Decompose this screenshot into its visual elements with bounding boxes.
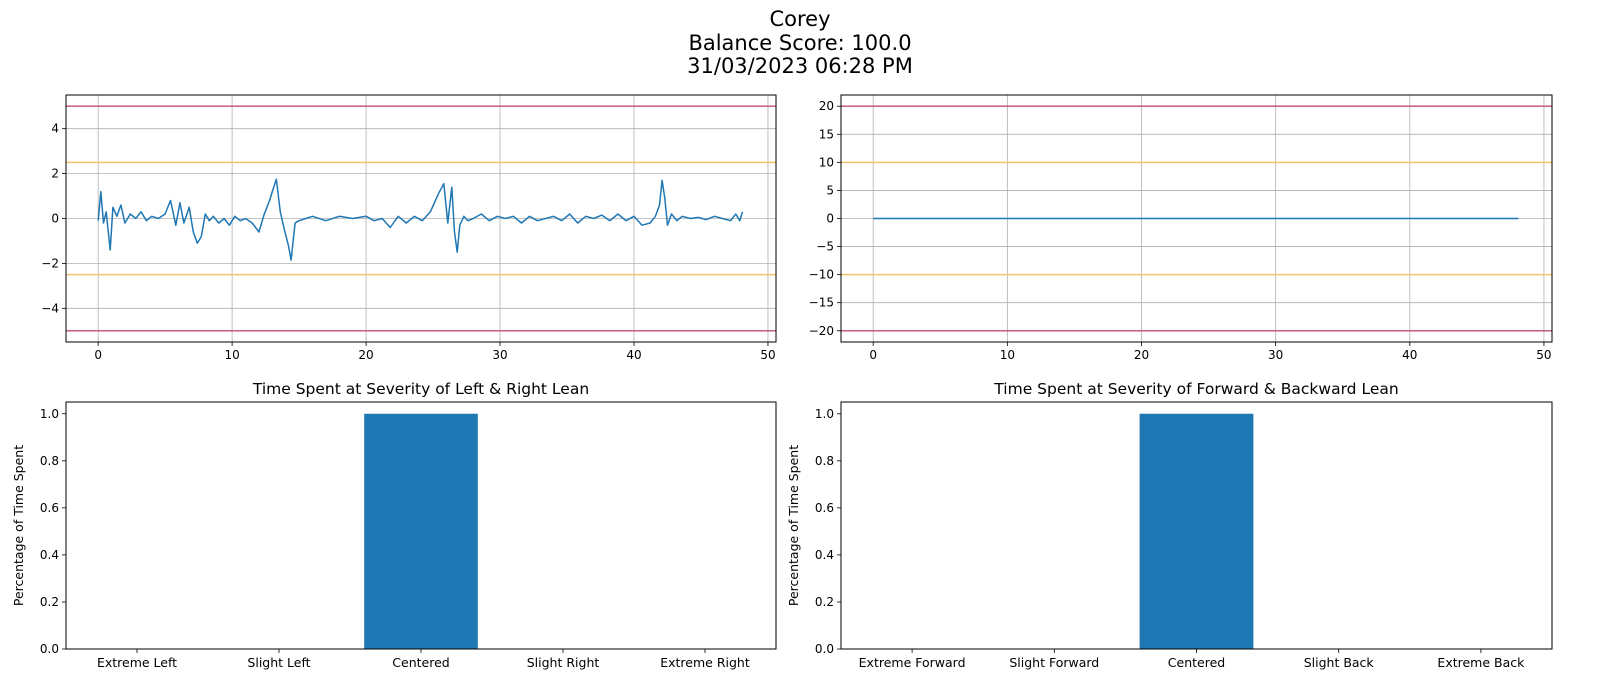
x-tick-label: 30 <box>492 348 507 362</box>
y-tick-label: 2 <box>51 167 59 181</box>
left-right-line-chart: 0 10 20 30 40 50 −4 −2 0 2 4 <box>41 94 777 362</box>
y-tick-label: −15 <box>809 296 834 310</box>
forward-back-bar-chart: Extreme Forward Slight Forward Centered Sli… <box>786 380 1553 670</box>
y-tick-label: 15 <box>819 127 834 141</box>
y-tick-label: 4 <box>51 122 59 136</box>
x-tick-label: 50 <box>1536 348 1551 362</box>
x-tick-label: Extreme Right <box>660 655 750 670</box>
bar-centered <box>364 413 478 649</box>
y-tick-label: 0 <box>51 212 59 226</box>
y-tick-label: 1.0 <box>40 407 59 421</box>
axis-ticks: 0 10 20 30 40 50 −20 −15 −10 −5 0 5 10 15 20 <box>809 99 1552 362</box>
y-axis-label: Percentage of Time Spent <box>786 445 801 606</box>
x-tick-label: 20 <box>1134 348 1149 362</box>
y-tick-label: 10 <box>819 155 834 169</box>
x-tick-label: 0 <box>869 348 877 362</box>
axis-ticks: Extreme Left Slight Left Centered Slight Ri… <box>40 407 750 670</box>
x-tick-label: 0 <box>94 348 102 362</box>
y-tick-label: 0.2 <box>815 595 834 609</box>
left-right-bar-chart: Extreme Left Slight Left Centered Slight Ri… <box>11 380 777 670</box>
axis-ticks: 0 10 20 30 40 50 −4 −2 0 2 4 <box>41 122 775 362</box>
bar-centered <box>1139 413 1254 649</box>
y-tick-label: 0.6 <box>815 501 834 515</box>
y-tick-label: 0.2 <box>40 595 59 609</box>
x-tick-label: 50 <box>760 348 775 362</box>
axis-ticks: Extreme Forward Slight Forward Centered Sli… <box>815 407 1525 670</box>
y-tick-label: 5 <box>826 183 834 197</box>
grid-lines <box>66 95 776 342</box>
y-tick-label: 0 <box>826 212 834 226</box>
y-tick-label: −10 <box>809 268 834 282</box>
subject-name: Corey <box>769 7 831 31</box>
x-tick-label: 10 <box>1000 348 1015 362</box>
balance-score: Balance Score: 100.0 <box>688 30 912 55</box>
x-tick-label: 40 <box>626 348 641 362</box>
x-tick-label: 40 <box>1402 348 1417 362</box>
session-timestamp: 31/03/2023 06:28 PM <box>687 54 913 78</box>
y-tick-label: 0.8 <box>40 454 59 468</box>
y-tick-label: −4 <box>41 301 59 315</box>
y-tick-label: 20 <box>819 99 834 113</box>
y-tick-label: −5 <box>816 240 834 254</box>
x-tick-label: Extreme Forward <box>859 655 966 670</box>
y-axis-label: Percentage of Time Spent <box>11 445 26 606</box>
x-tick-label: Centered <box>392 655 449 670</box>
x-tick-label: Centered <box>1168 655 1225 670</box>
y-tick-label: −20 <box>809 324 834 338</box>
x-tick-label: Slight Left <box>247 655 310 670</box>
y-tick-label: 0.8 <box>815 454 834 468</box>
x-tick-label: Slight Right <box>527 655 600 670</box>
x-tick-label: 20 <box>358 348 373 362</box>
y-tick-label: 0.4 <box>40 548 59 562</box>
x-tick-label: Extreme Back <box>1437 655 1525 670</box>
x-tick-label: Slight Forward <box>1009 655 1099 670</box>
y-tick-label: 0.6 <box>40 501 59 515</box>
y-tick-label: 0.0 <box>815 642 834 656</box>
series-line-0 <box>97 178 744 261</box>
forward-back-line-chart: 0 10 20 30 40 50 −20 −15 −10 −5 0 5 10 15 20 <box>809 94 1553 362</box>
y-tick-label: 0.4 <box>815 548 834 562</box>
x-tick-label: 10 <box>224 348 239 362</box>
y-tick-label: 0.0 <box>40 642 59 656</box>
x-tick-label: Extreme Left <box>97 655 177 670</box>
chart-title: Time Spent at Severity of Forward & Back… <box>993 380 1398 398</box>
figure-title: Corey Balance Score: 100.0 31/03/2023 06… <box>0 7 1600 79</box>
y-tick-label: −2 <box>41 256 59 270</box>
y-tick-label: 1.0 <box>815 407 834 421</box>
x-tick-label: 30 <box>1268 348 1283 362</box>
x-tick-label: Slight Back <box>1304 655 1375 670</box>
chart-title: Time Spent at Severity of Left & Right L… <box>252 380 589 398</box>
